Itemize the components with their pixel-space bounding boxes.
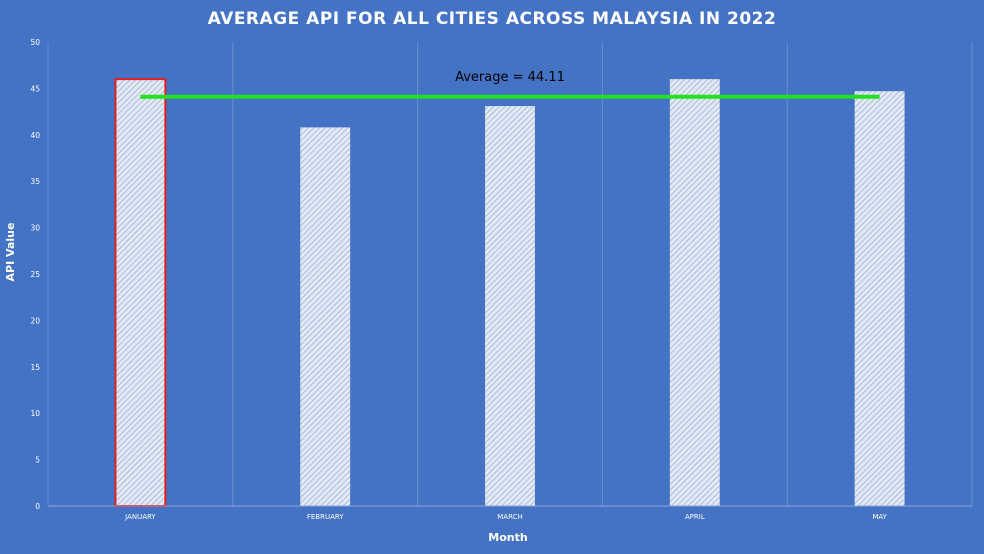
y-tick-label: 40: [30, 131, 40, 140]
y-tick-label: 30: [30, 224, 40, 233]
y-tick-label: 20: [30, 316, 40, 325]
x-tick-label: MARCH: [497, 513, 523, 521]
x-tick-label: MAY: [872, 513, 887, 521]
x-axis-label: Month: [488, 531, 527, 544]
y-tick-label: 5: [35, 456, 40, 465]
y-tick-label: 15: [30, 363, 40, 372]
y-tick-label: 35: [30, 177, 40, 186]
y-tick-label: 0: [35, 502, 40, 511]
y-tick-label: 50: [30, 38, 40, 47]
y-tick-label: 10: [30, 409, 40, 418]
x-tick-label: APRIL: [685, 513, 705, 521]
bars: [114, 78, 905, 508]
y-axis-label: API Value: [4, 223, 17, 282]
x-tick-label: JANUARY: [124, 513, 156, 521]
grid: [47, 42, 973, 506]
bar-april: [669, 79, 720, 507]
bar-january: [114, 78, 167, 508]
bar-february: [300, 127, 351, 506]
y-tick-label: 25: [30, 270, 40, 279]
chart-title: AVERAGE API FOR ALL CITIES ACROSS MALAYS…: [208, 9, 777, 29]
y-axis-ticks: 0 5 10 15 20 25 30 35 40 45 50: [30, 38, 40, 511]
y-tick-label: 45: [30, 84, 40, 93]
average-label: Average = 44.11: [455, 70, 565, 85]
x-axis-ticks: JANUARY FEBRUARY MARCH APRIL MAY: [124, 513, 887, 521]
bar-march: [485, 106, 535, 507]
bar-may: [854, 91, 905, 507]
x-tick-label: FEBRUARY: [307, 513, 344, 521]
